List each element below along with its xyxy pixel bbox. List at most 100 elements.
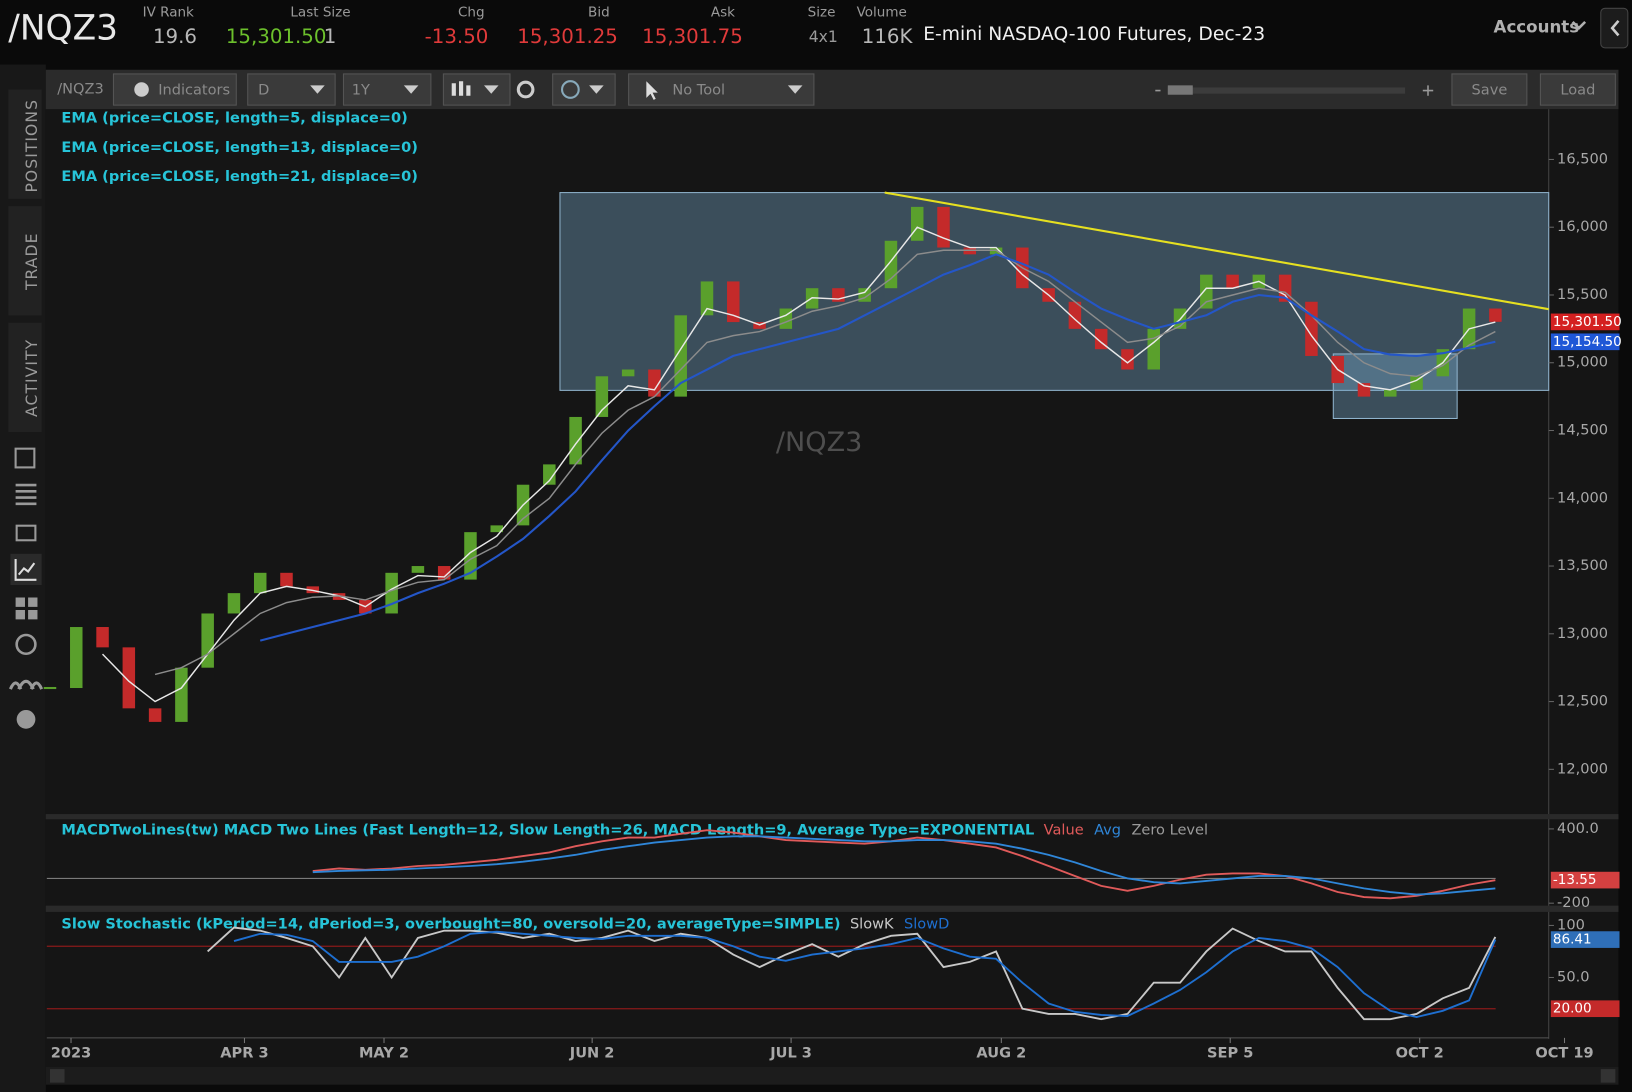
y-tick-label: 16,000	[1557, 218, 1608, 235]
tab[interactable]	[8, 206, 42, 316]
x-tick-label: SEP 5	[1207, 1044, 1253, 1061]
x-tick-label: JUL 3	[769, 1044, 812, 1061]
y-tick-label: 400.0	[1557, 820, 1599, 837]
description: E-mini NASDAQ-100 Futures, Dec-23	[923, 24, 1265, 45]
price-label: -13.55	[1553, 872, 1597, 888]
settings-icon[interactable]	[516, 80, 535, 99]
field-label: Bid	[588, 4, 610, 20]
dropdown-arrow	[1571, 20, 1587, 30]
gear-icon	[134, 82, 149, 97]
range-select[interactable]	[342, 73, 432, 106]
candle	[937, 206, 950, 248]
load-label: Load	[1560, 82, 1595, 99]
candle-icon	[451, 81, 471, 96]
toolbar-symbol[interactable]: /NQZ3	[57, 81, 104, 98]
zoom-controls[interactable]	[1155, 85, 1434, 96]
x-tick-label: OCT 19	[1535, 1044, 1593, 1061]
candle	[411, 566, 425, 573]
price-label-box	[1550, 333, 1620, 351]
y-tick-label: 14,500	[1557, 422, 1608, 439]
candle	[175, 667, 188, 722]
series-line	[233, 930, 1497, 1019]
field-label: Size	[808, 4, 836, 20]
candle	[122, 647, 136, 709]
tab-label: TRADE	[23, 233, 41, 292]
panel-divider	[45, 905, 1619, 912]
zoom-thumb[interactable]	[1167, 85, 1193, 95]
candle	[385, 572, 398, 614]
legend-entry: EMA (price=CLOSE, length=13, displace=0)	[61, 139, 417, 156]
candle	[569, 416, 582, 465]
price-label: 15,301.50	[1553, 314, 1622, 330]
collapse-button[interactable]	[1600, 7, 1629, 49]
candle	[1226, 274, 1239, 289]
candle	[543, 464, 556, 485]
price-label: 20.00	[1553, 1001, 1592, 1017]
watermark: /NQZ3	[776, 427, 862, 458]
series-line	[101, 226, 1496, 703]
y-tick-label: 100	[1557, 916, 1585, 933]
candle	[70, 627, 83, 689]
icon[interactable]	[8, 679, 44, 690]
icon[interactable]	[15, 597, 38, 620]
icon[interactable]	[15, 633, 37, 656]
series-line	[154, 249, 1496, 676]
dropdown-arrow	[403, 85, 419, 94]
field-value: -13.50	[425, 25, 489, 48]
symbol[interactable]: /NQZ3	[8, 9, 118, 49]
save-button[interactable]	[1451, 73, 1528, 106]
sidebar: POSITIONS TRADE ACTIVITY	[0, 64, 46, 1092]
scroll-right[interactable]	[1600, 1069, 1616, 1083]
scroll-left[interactable]	[49, 1069, 65, 1083]
scrollbar[interactable]	[45, 1067, 1619, 1085]
candle	[1489, 308, 1502, 322]
series-line	[312, 835, 1496, 896]
y-tick-label: 12,500	[1557, 693, 1608, 710]
zoom-track[interactable]	[1167, 87, 1406, 94]
candle	[727, 281, 740, 323]
field-value: 116K	[862, 25, 914, 48]
tool-select[interactable]	[628, 73, 815, 106]
price-label-box	[1550, 871, 1620, 889]
icon[interactable]	[15, 483, 37, 506]
indicator-title: Slow Stochastic (kPeriod=14, dPeriod=3, …	[61, 915, 840, 932]
field-value: 4x1	[809, 28, 838, 46]
field-label: Last Size	[290, 4, 350, 20]
legend-entry: Avg	[1094, 822, 1121, 839]
candle	[910, 206, 924, 241]
candle	[1147, 328, 1160, 370]
header: /NQZ3 IV Rank 19.6 Last Size 15,301.50 1…	[8, 4, 1629, 49]
field-value: 19.6	[153, 25, 197, 48]
x-tick-label: APR 3	[220, 1044, 268, 1061]
help-icon[interactable]	[16, 709, 36, 729]
field-label: Ask	[711, 4, 735, 20]
save-label: Save	[1472, 82, 1508, 99]
price-label-box	[1550, 931, 1620, 948]
indicators-label: Indicators	[158, 82, 230, 99]
price-label: 86.41	[1553, 932, 1592, 948]
field-label: Volume	[857, 4, 907, 20]
candle	[674, 315, 687, 397]
collapse-icon	[1610, 19, 1620, 37]
indicators-button[interactable]	[112, 73, 237, 106]
series-line	[312, 829, 1496, 900]
accounts-button[interactable]: Accounts	[1494, 18, 1580, 37]
icon[interactable]	[15, 524, 37, 542]
legend-entry: Zero Level	[1131, 822, 1208, 839]
candle	[621, 369, 635, 377]
load-button[interactable]	[1539, 73, 1616, 106]
candle	[1305, 301, 1318, 356]
legend-entry: EMA (price=CLOSE, length=21, displace=0)	[61, 168, 417, 185]
tool: No Tool	[672, 82, 725, 99]
aggregation-select[interactable]	[247, 73, 336, 106]
y-tick-label: 12,000	[1557, 760, 1608, 777]
tab[interactable]	[8, 89, 42, 199]
drawing-icon	[561, 80, 580, 99]
tab[interactable]	[8, 322, 42, 433]
candle	[280, 572, 293, 587]
legend-entry: SlowD	[904, 915, 949, 932]
icon[interactable]	[14, 447, 36, 469]
y-tick-label: 13,000	[1557, 625, 1608, 642]
